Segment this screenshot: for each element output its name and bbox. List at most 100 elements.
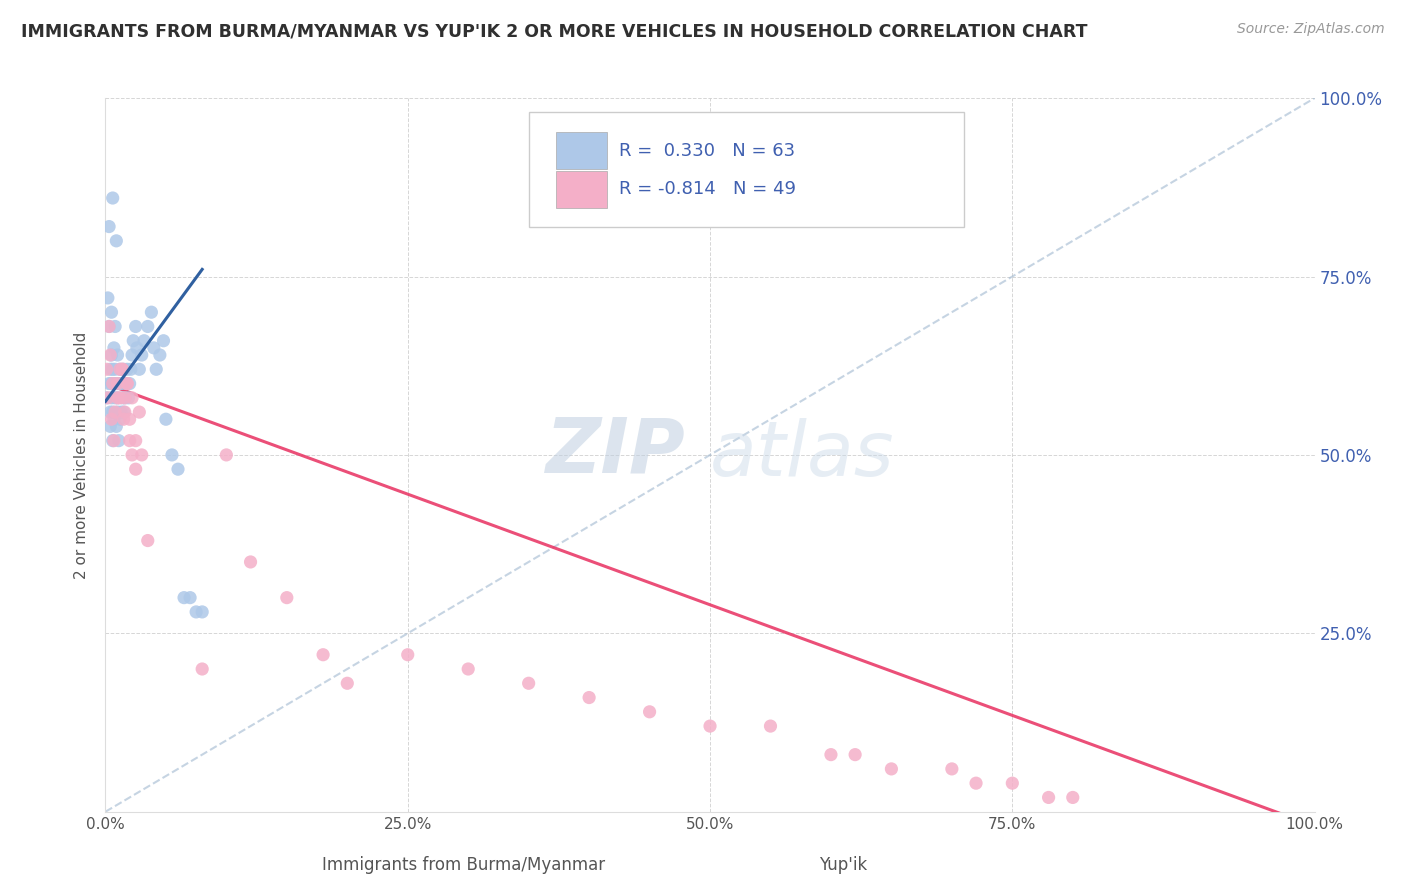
Point xyxy=(121,391,143,405)
Point xyxy=(118,376,141,391)
Point xyxy=(108,362,131,376)
Point xyxy=(125,434,148,448)
Point xyxy=(118,434,141,448)
Y-axis label: 2 or more Vehicles in Household: 2 or more Vehicles in Household xyxy=(75,331,90,579)
Point xyxy=(759,719,782,733)
Point xyxy=(167,462,190,476)
Point xyxy=(276,591,298,605)
Point xyxy=(215,448,238,462)
Point xyxy=(107,405,129,419)
Point xyxy=(312,648,335,662)
Point xyxy=(131,348,153,362)
Point xyxy=(115,362,138,376)
Text: atlas: atlas xyxy=(710,418,894,491)
Point xyxy=(103,412,125,426)
Point xyxy=(149,348,172,362)
Text: R = -0.814   N = 49: R = -0.814 N = 49 xyxy=(620,180,796,198)
FancyBboxPatch shape xyxy=(557,171,607,208)
Point xyxy=(112,405,135,419)
Point xyxy=(101,434,124,448)
Point xyxy=(880,762,903,776)
Point xyxy=(103,434,125,448)
Point xyxy=(107,391,129,405)
Point xyxy=(141,305,163,319)
Point xyxy=(1062,790,1084,805)
Point xyxy=(638,705,661,719)
Point xyxy=(104,362,127,376)
Point xyxy=(105,234,128,248)
Point xyxy=(125,341,148,355)
Point xyxy=(96,391,118,405)
Point xyxy=(160,448,183,462)
FancyBboxPatch shape xyxy=(557,132,607,169)
Point xyxy=(125,462,148,476)
Point xyxy=(108,391,131,405)
Point xyxy=(965,776,987,790)
Point xyxy=(125,319,148,334)
Point xyxy=(128,362,150,376)
Point xyxy=(142,341,165,355)
Point xyxy=(96,362,118,376)
Point xyxy=(128,405,150,419)
Point xyxy=(112,412,135,426)
FancyBboxPatch shape xyxy=(529,112,965,227)
Point xyxy=(105,376,128,391)
Point xyxy=(1001,776,1024,790)
Point xyxy=(98,405,121,419)
Point xyxy=(517,676,540,690)
Point xyxy=(186,605,208,619)
Text: R =  0.330   N = 63: R = 0.330 N = 63 xyxy=(620,142,796,160)
Point xyxy=(98,419,121,434)
Point xyxy=(98,319,121,334)
Point xyxy=(136,319,159,334)
Point xyxy=(107,391,129,405)
Text: ZIP: ZIP xyxy=(546,415,686,488)
Text: Yup'ik: Yup'ik xyxy=(820,855,868,873)
Point xyxy=(1038,790,1060,805)
Point xyxy=(100,391,122,405)
Point xyxy=(457,662,479,676)
Point xyxy=(121,348,143,362)
Point xyxy=(101,362,124,376)
Point xyxy=(396,648,419,662)
Point xyxy=(179,591,201,605)
Point xyxy=(115,376,138,391)
Point xyxy=(191,605,214,619)
Point xyxy=(103,376,125,391)
Point xyxy=(104,391,127,405)
Point xyxy=(98,219,121,234)
Text: Source: ZipAtlas.com: Source: ZipAtlas.com xyxy=(1237,22,1385,37)
Point xyxy=(100,412,122,426)
Point xyxy=(100,376,122,391)
Point xyxy=(844,747,866,762)
Point xyxy=(108,412,131,426)
Point xyxy=(820,747,842,762)
Point xyxy=(114,391,136,405)
Point xyxy=(115,376,138,391)
Point xyxy=(104,405,127,419)
Point xyxy=(107,348,129,362)
Point xyxy=(98,348,121,362)
Text: Immigrants from Burma/Myanmar: Immigrants from Burma/Myanmar xyxy=(322,855,606,873)
Point xyxy=(107,434,129,448)
Point xyxy=(111,362,134,376)
Point xyxy=(131,448,153,462)
Point xyxy=(117,391,139,405)
Point xyxy=(100,348,122,362)
Point xyxy=(98,376,121,391)
Point xyxy=(101,191,124,205)
Point xyxy=(121,448,143,462)
Point xyxy=(97,291,120,305)
Point xyxy=(115,376,138,391)
Point xyxy=(98,362,121,376)
Point xyxy=(336,676,359,690)
Point xyxy=(941,762,963,776)
Point xyxy=(103,341,125,355)
Point xyxy=(110,405,132,419)
Point xyxy=(112,362,135,376)
Point xyxy=(152,334,174,348)
Point xyxy=(111,391,134,405)
Point xyxy=(110,376,132,391)
Point xyxy=(107,376,129,391)
Point xyxy=(104,319,127,334)
